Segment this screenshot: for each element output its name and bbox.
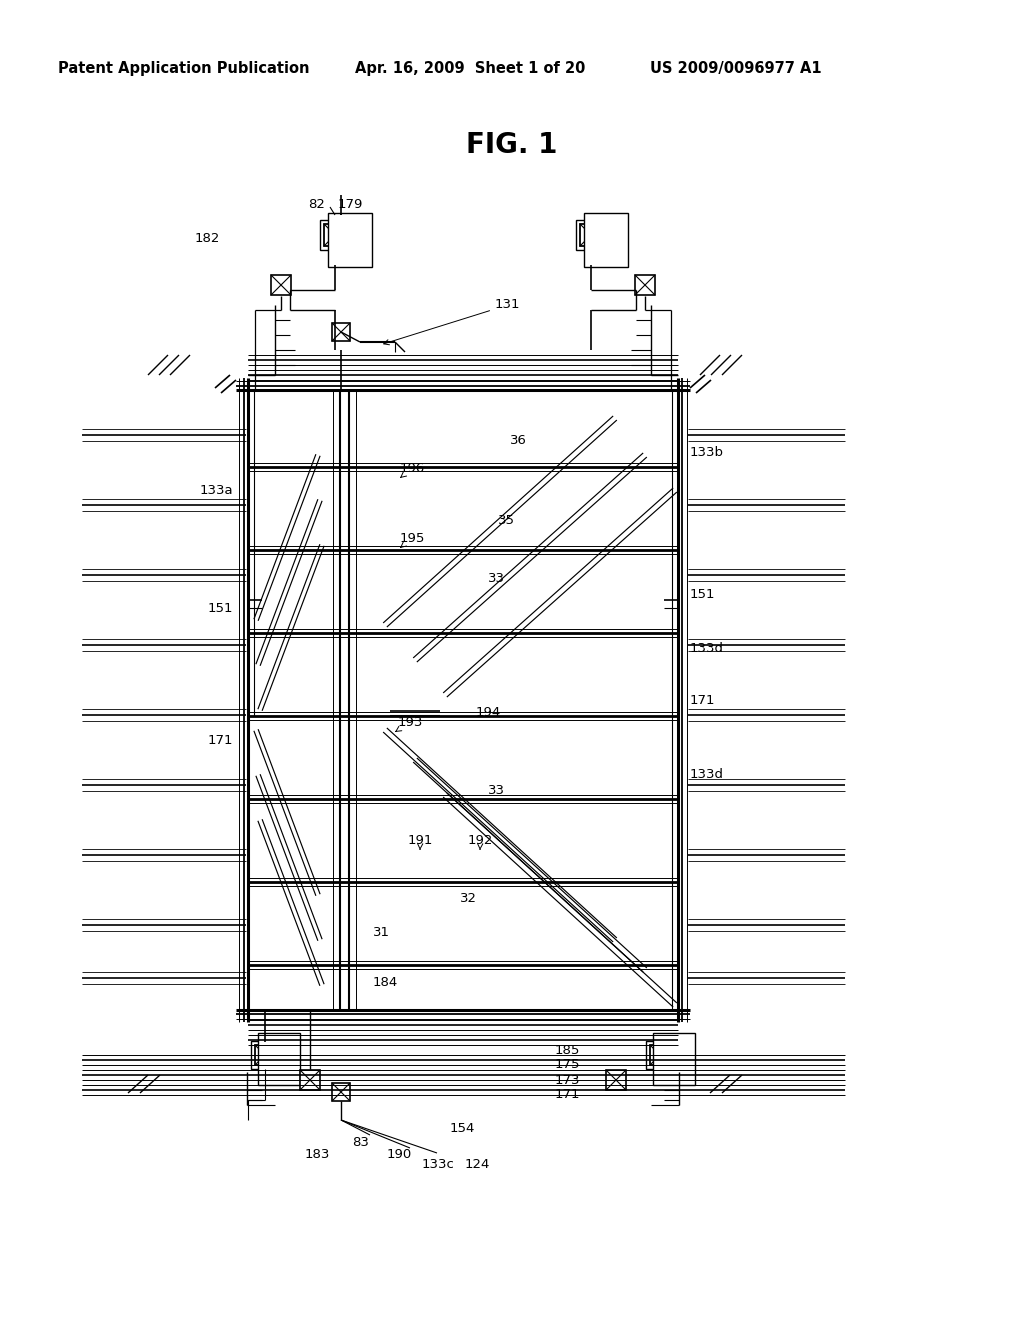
Text: 185: 185 [555,1044,581,1056]
Text: 195: 195 [399,532,425,548]
Text: 175: 175 [555,1059,581,1072]
Bar [251,1041,279,1069]
Text: 191: 191 [408,833,433,849]
Text: US 2009/0096977 A1: US 2009/0096977 A1 [650,61,821,75]
Text: 151: 151 [690,589,716,602]
Text: 196: 196 [399,462,425,478]
Bar [653,1034,695,1085]
Bar [332,1082,350,1101]
Text: Patent Application Publication: Patent Application Publication [58,61,309,75]
Text: 179: 179 [338,198,364,211]
Text: 82: 82 [308,198,325,211]
Bar [575,220,606,249]
Bar [300,1071,319,1090]
Bar [258,1034,300,1085]
Text: 33: 33 [488,572,505,585]
Text: Apr. 16, 2009  Sheet 1 of 20: Apr. 16, 2009 Sheet 1 of 20 [355,61,586,75]
Text: 194: 194 [476,705,502,718]
Bar [324,224,346,246]
Text: 133d: 133d [690,768,724,781]
Bar [584,213,628,267]
Text: 151: 151 [208,602,233,615]
Text: 133c: 133c [422,1159,455,1172]
Bar [328,213,372,267]
Text: 133a: 133a [200,483,233,496]
Bar [635,275,655,294]
Text: 171: 171 [208,734,233,747]
Text: 124: 124 [465,1159,490,1172]
Text: 171: 171 [690,693,716,706]
Bar [606,1071,626,1090]
Text: 133b: 133b [690,446,724,458]
Text: 131: 131 [384,298,520,345]
Text: 182: 182 [195,231,220,244]
Bar [332,323,350,341]
Text: 173: 173 [555,1073,581,1086]
Text: 190: 190 [387,1148,413,1162]
Text: 184: 184 [373,975,398,989]
Text: 133d: 133d [690,642,724,655]
Bar [271,275,291,294]
Text: 154: 154 [450,1122,475,1134]
Text: 171: 171 [555,1089,581,1101]
Text: FIG. 1: FIG. 1 [466,131,558,158]
Bar [580,224,602,246]
Text: 32: 32 [460,891,477,904]
Text: 193: 193 [395,715,423,731]
Text: 83: 83 [352,1137,369,1150]
Bar [255,1045,275,1065]
Text: 33: 33 [488,784,505,796]
Text: 31: 31 [373,925,390,939]
Bar [646,1041,674,1069]
Text: 183: 183 [305,1148,331,1162]
Bar [319,220,350,249]
Text: 192: 192 [468,833,493,849]
Text: 36: 36 [510,433,527,446]
Text: 35: 35 [498,513,515,527]
Bar [650,1045,670,1065]
